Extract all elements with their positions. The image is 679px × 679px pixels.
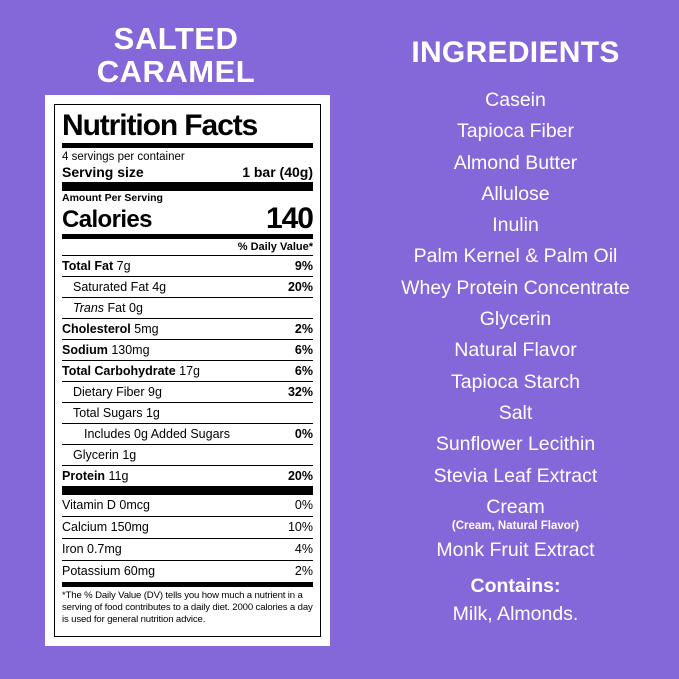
product-title-line-2: CARAMEL (96, 54, 256, 89)
vitamin-row-potassium: Potassium 60mg 2% (62, 560, 313, 582)
list-item: Tapioca Starch (451, 370, 580, 393)
cream-sub-note: (Cream, Natural Flavor) (451, 520, 580, 533)
nutrient-row-dietary-fiber: Dietary Fiber 9g 32% (62, 381, 313, 402)
vitamin-row-vitamin-d: Vitamin D 0mcg 0% (62, 495, 313, 516)
list-item: Allulose (481, 182, 550, 205)
nutrient-name: Glycerin 1g (73, 447, 137, 462)
serving-size-row: Serving size 1 bar (40g) (62, 164, 313, 182)
calories-row: Calories 140 (62, 202, 314, 235)
nutrient-name: Total Carbohydrate 17g (62, 363, 201, 378)
nutrient-name: Dietary Fiber 9g (73, 384, 162, 399)
nutrient-row-total-fat: Total Fat 7g 9% (62, 255, 313, 276)
right-column: INGREDIENTS Casein Tapioca Fiber Almond … (352, 0, 679, 679)
nutrient-row-trans-fat: Trans Fat 0g (62, 297, 313, 318)
list-item: Palm Kernel & Palm Oil (413, 245, 618, 268)
list-item: Sunflower Lecithin (435, 433, 596, 456)
nutrition-facts-title: Nutrition Facts (62, 109, 258, 142)
rule-above-calories (62, 182, 313, 191)
list-item: Tapioca Fiber (456, 120, 575, 143)
serving-size-label: Serving size (62, 164, 144, 180)
vitamin-name: Vitamin D 0mcg (62, 498, 150, 512)
nutrient-name: Trans Fat 0g (73, 300, 143, 315)
nutrient-name: Sodium 130mg (62, 342, 150, 357)
rule-below-calories (62, 234, 313, 239)
list-item: Salt (498, 401, 533, 424)
list-item: Glycerin (479, 308, 552, 331)
amount-per-serving-label: Amount Per Serving (62, 192, 163, 204)
nutrient-pct: 6% (294, 363, 313, 378)
vitamin-name: Potassium 60mg (62, 564, 156, 578)
list-item: Casein (485, 89, 546, 111)
product-title-line-1: SALTED (113, 21, 239, 56)
daily-value-header: % Daily Value* (237, 241, 313, 253)
vitamin-pct: 2% (294, 564, 313, 578)
list-item: Stevia Leaf Extract (433, 464, 598, 487)
nutrient-row-protein: Protein 11g 20% (62, 465, 313, 486)
nutrient-pct: 9% (294, 258, 313, 273)
daily-value-footnote: *The % Daily Value (DV) tells you how mu… (62, 590, 313, 626)
left-column: SALTED CARAMEL Nutrition Facts 4 serving… (0, 0, 352, 646)
list-item: Inulin (492, 214, 539, 237)
nutrient-row-total-carbohydrate: Total Carbohydrate 17g 6% (62, 360, 313, 381)
product-title: SALTED CARAMEL (0, 0, 352, 88)
nutrient-name: Total Sugars 1g (73, 405, 160, 420)
nutrient-row-sodium: Sodium 130mg 6% (62, 339, 313, 360)
contains-label: Contains: (470, 575, 561, 598)
rule-below-title (62, 143, 313, 148)
nutrient-name: Includes 0g Added Sugars (84, 426, 230, 441)
serving-size-value: 1 bar (40g) (242, 164, 313, 180)
nutrient-pct: 32% (287, 384, 313, 399)
vitamin-pct: 0% (294, 498, 313, 512)
calories-label: Calories (62, 206, 153, 233)
nutrient-pct: 0% (294, 426, 313, 441)
list-item-cream: Cream (486, 495, 545, 518)
nutrient-name: Saturated Fat 4g (73, 279, 167, 294)
panel-bottom-spacer (62, 627, 313, 633)
vitamin-name: Calcium 150mg (62, 520, 149, 534)
ingredients-title: INGREDIENTS (411, 36, 620, 69)
list-item: Monk Fruit Extract (436, 539, 595, 562)
vitamin-name: Iron 0.7mg (62, 542, 122, 556)
vitamin-pct: 4% (294, 542, 313, 556)
ingredients-list: Casein Tapioca Fiber Almond Butter Allul… (352, 85, 679, 566)
contains-value: Milk, Almonds. (452, 603, 579, 626)
nutrient-name: Protein 11g (62, 468, 129, 483)
nutrient-name: Cholesterol 5mg (62, 321, 159, 336)
rule-above-footnote (62, 582, 313, 587)
nutrient-row-added-sugars: Includes 0g Added Sugars 0% (62, 423, 313, 444)
nutrient-row-saturated-fat: Saturated Fat 4g 20% (62, 276, 313, 297)
vitamin-row-iron: Iron 0.7mg 4% (62, 538, 313, 560)
list-item: Natural Flavor (454, 339, 577, 362)
rule-above-vitamins (62, 486, 313, 495)
list-item: Almond Butter (453, 151, 578, 174)
nutrient-row-total-sugars: Total Sugars 1g (62, 402, 313, 423)
nutrition-facts-panel: Nutrition Facts 4 servings per container… (45, 95, 330, 646)
nutrient-pct: 6% (294, 342, 313, 357)
nutrient-pct: 20% (287, 468, 313, 483)
nutrient-name: Total Fat 7g (62, 258, 131, 273)
vitamin-row-calcium: Calcium 150mg 10% (62, 516, 313, 538)
vitamin-pct: 10% (287, 520, 313, 534)
nutrient-pct: 2% (294, 321, 313, 336)
servings-per-container: 4 servings per container (62, 151, 185, 163)
nutrition-facts-inner-border: Nutrition Facts 4 servings per container… (54, 104, 321, 637)
list-item: Whey Protein Concentrate (401, 276, 630, 299)
nutrient-row-cholesterol: Cholesterol 5mg 2% (62, 318, 313, 339)
calories-value: 140 (265, 202, 314, 235)
nutrient-pct: 20% (287, 279, 313, 294)
nutrient-row-glycerin: Glycerin 1g (62, 444, 313, 465)
